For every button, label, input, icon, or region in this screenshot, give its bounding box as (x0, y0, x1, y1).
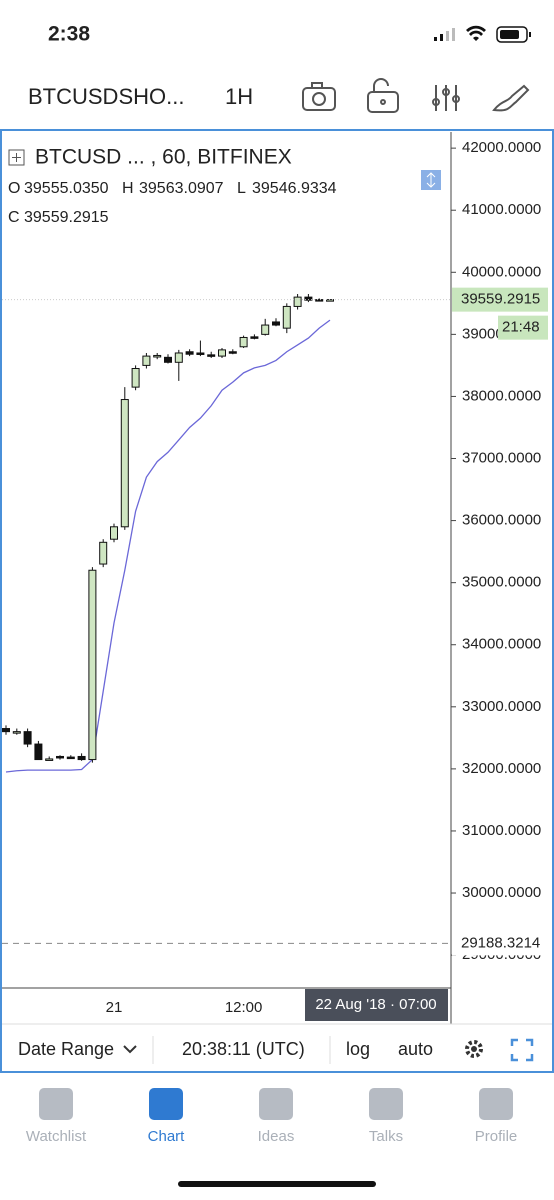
y-tick-label: 34000.0000 (462, 636, 541, 653)
settings-icon[interactable] (465, 1040, 483, 1058)
interval[interactable]: 1H (225, 84, 253, 109)
y-tick-label: 36000.0000 (462, 512, 541, 529)
clock[interactable]: 20:38:11 (UTC) (182, 1039, 305, 1059)
candle-body (45, 758, 54, 761)
candle-body (110, 526, 118, 540)
settings-icon-center (471, 1046, 477, 1052)
status-icons (434, 25, 531, 43)
y-tick-label: 35000.0000 (462, 574, 541, 591)
y-tick-label: 40000.0000 (462, 263, 541, 280)
plot: 29000.000030000.000031000.000032000.0000… (2, 139, 548, 1021)
candle-body (12, 731, 21, 734)
chart-frame (0, 129, 554, 1073)
candle-body (282, 305, 291, 329)
candle-body (174, 352, 183, 363)
candle-body (164, 356, 172, 363)
tab-bar: Watchlist Chart Ideas Talks Profile (26, 1088, 517, 1145)
candle-body (66, 756, 75, 760)
candle-body (88, 569, 97, 761)
y-tick-label: 32000.0000 (462, 760, 541, 777)
legend-c-label: C (8, 209, 20, 226)
y-tick-label: 38000.0000 (462, 387, 541, 404)
candle-body (131, 368, 140, 388)
y-tick-label: 30000.0000 (462, 884, 541, 901)
tab-icon[interactable] (39, 1088, 73, 1120)
legend-o-label: O (8, 180, 20, 197)
reference-label: 29188.3214 (461, 934, 540, 951)
crosshair-label: 22 Aug '18 · 07:00 (315, 996, 436, 1013)
tab-label[interactable]: Ideas (258, 1128, 295, 1145)
y-tick-label: 41000.0000 (462, 201, 541, 218)
countdown-badge (498, 315, 548, 340)
candle-body (272, 321, 280, 326)
legend-l-label: L (237, 180, 246, 197)
last-price-label: 39559.2915 (461, 291, 540, 308)
auto-toggle[interactable]: auto (398, 1039, 433, 1059)
y-tick-label: 37000.0000 (462, 449, 541, 466)
legend: BTCUSD ... , 60, BITFINEX O 39555.0350 H… (8, 146, 441, 226)
dropdown-icon (123, 1045, 137, 1054)
candle-body (34, 743, 43, 761)
legend-o: 39555.0350 (24, 180, 109, 197)
candle-body (185, 351, 194, 355)
candle-body (250, 336, 259, 339)
candle-body (239, 336, 248, 348)
last-price-badge (452, 287, 548, 312)
candle-body (261, 324, 270, 335)
candle-body (207, 354, 216, 357)
legend-expand[interactable] (8, 149, 25, 166)
moving-average (5, 319, 331, 773)
candle-body (218, 349, 226, 357)
header-icons[interactable] (302, 78, 530, 113)
candle-body (304, 296, 313, 301)
crosshair-badge (305, 989, 448, 1021)
legend-plus (12, 153, 21, 162)
scale-icon (426, 172, 436, 188)
legend-h: 39563.0907 (139, 180, 224, 197)
candle-body (77, 755, 86, 761)
tab-label[interactable]: Profile (475, 1128, 518, 1145)
candle-body (2, 728, 10, 733)
tab-icon[interactable] (259, 1088, 293, 1120)
status-time: 2:38 (48, 23, 90, 46)
legend-h-label: H (122, 180, 134, 197)
tab-icon[interactable] (369, 1088, 403, 1120)
tab-label[interactable]: Chart (148, 1128, 186, 1145)
x-tick-label: 12:00 (225, 999, 263, 1016)
home-indicator (178, 1181, 376, 1187)
candle-body (99, 541, 108, 565)
tab-icon[interactable] (479, 1088, 513, 1120)
y-tick-label: 42000.0000 (462, 139, 541, 156)
tab-icon[interactable] (149, 1088, 183, 1120)
tab-label[interactable]: Talks (369, 1128, 403, 1145)
candle-body (120, 399, 129, 528)
y-tick-label: 31000.0000 (462, 822, 541, 839)
x-tick-label: 21 (106, 999, 123, 1016)
log-toggle[interactable]: log (346, 1039, 370, 1059)
candle-body (315, 299, 324, 302)
candle-body (23, 731, 32, 745)
candle-body (293, 296, 302, 307)
date-range[interactable]: Date Range (18, 1039, 114, 1059)
candle-body (196, 352, 205, 355)
legend-l: 39546.9334 (252, 180, 337, 197)
candle-body (142, 355, 151, 366)
reference-badge (452, 931, 548, 956)
symbol[interactable]: BTCUSDSHO... (28, 84, 184, 109)
candle-body (153, 354, 162, 358)
legend-c: 39559.2915 (24, 209, 109, 226)
toolbar: Date Range 20:38:11 (UTC) log auto (18, 1036, 534, 1064)
tab-label[interactable]: Watchlist (26, 1128, 87, 1145)
y-tick-label: 33000.0000 (462, 698, 541, 715)
candle-body (56, 755, 64, 759)
fullscreen-icon[interactable] (510, 1038, 534, 1062)
countdown-label: 21:48 (502, 319, 540, 336)
chart-title: BTCUSD ... , 60, BITFINEX (35, 146, 292, 169)
candle-body (228, 351, 237, 354)
